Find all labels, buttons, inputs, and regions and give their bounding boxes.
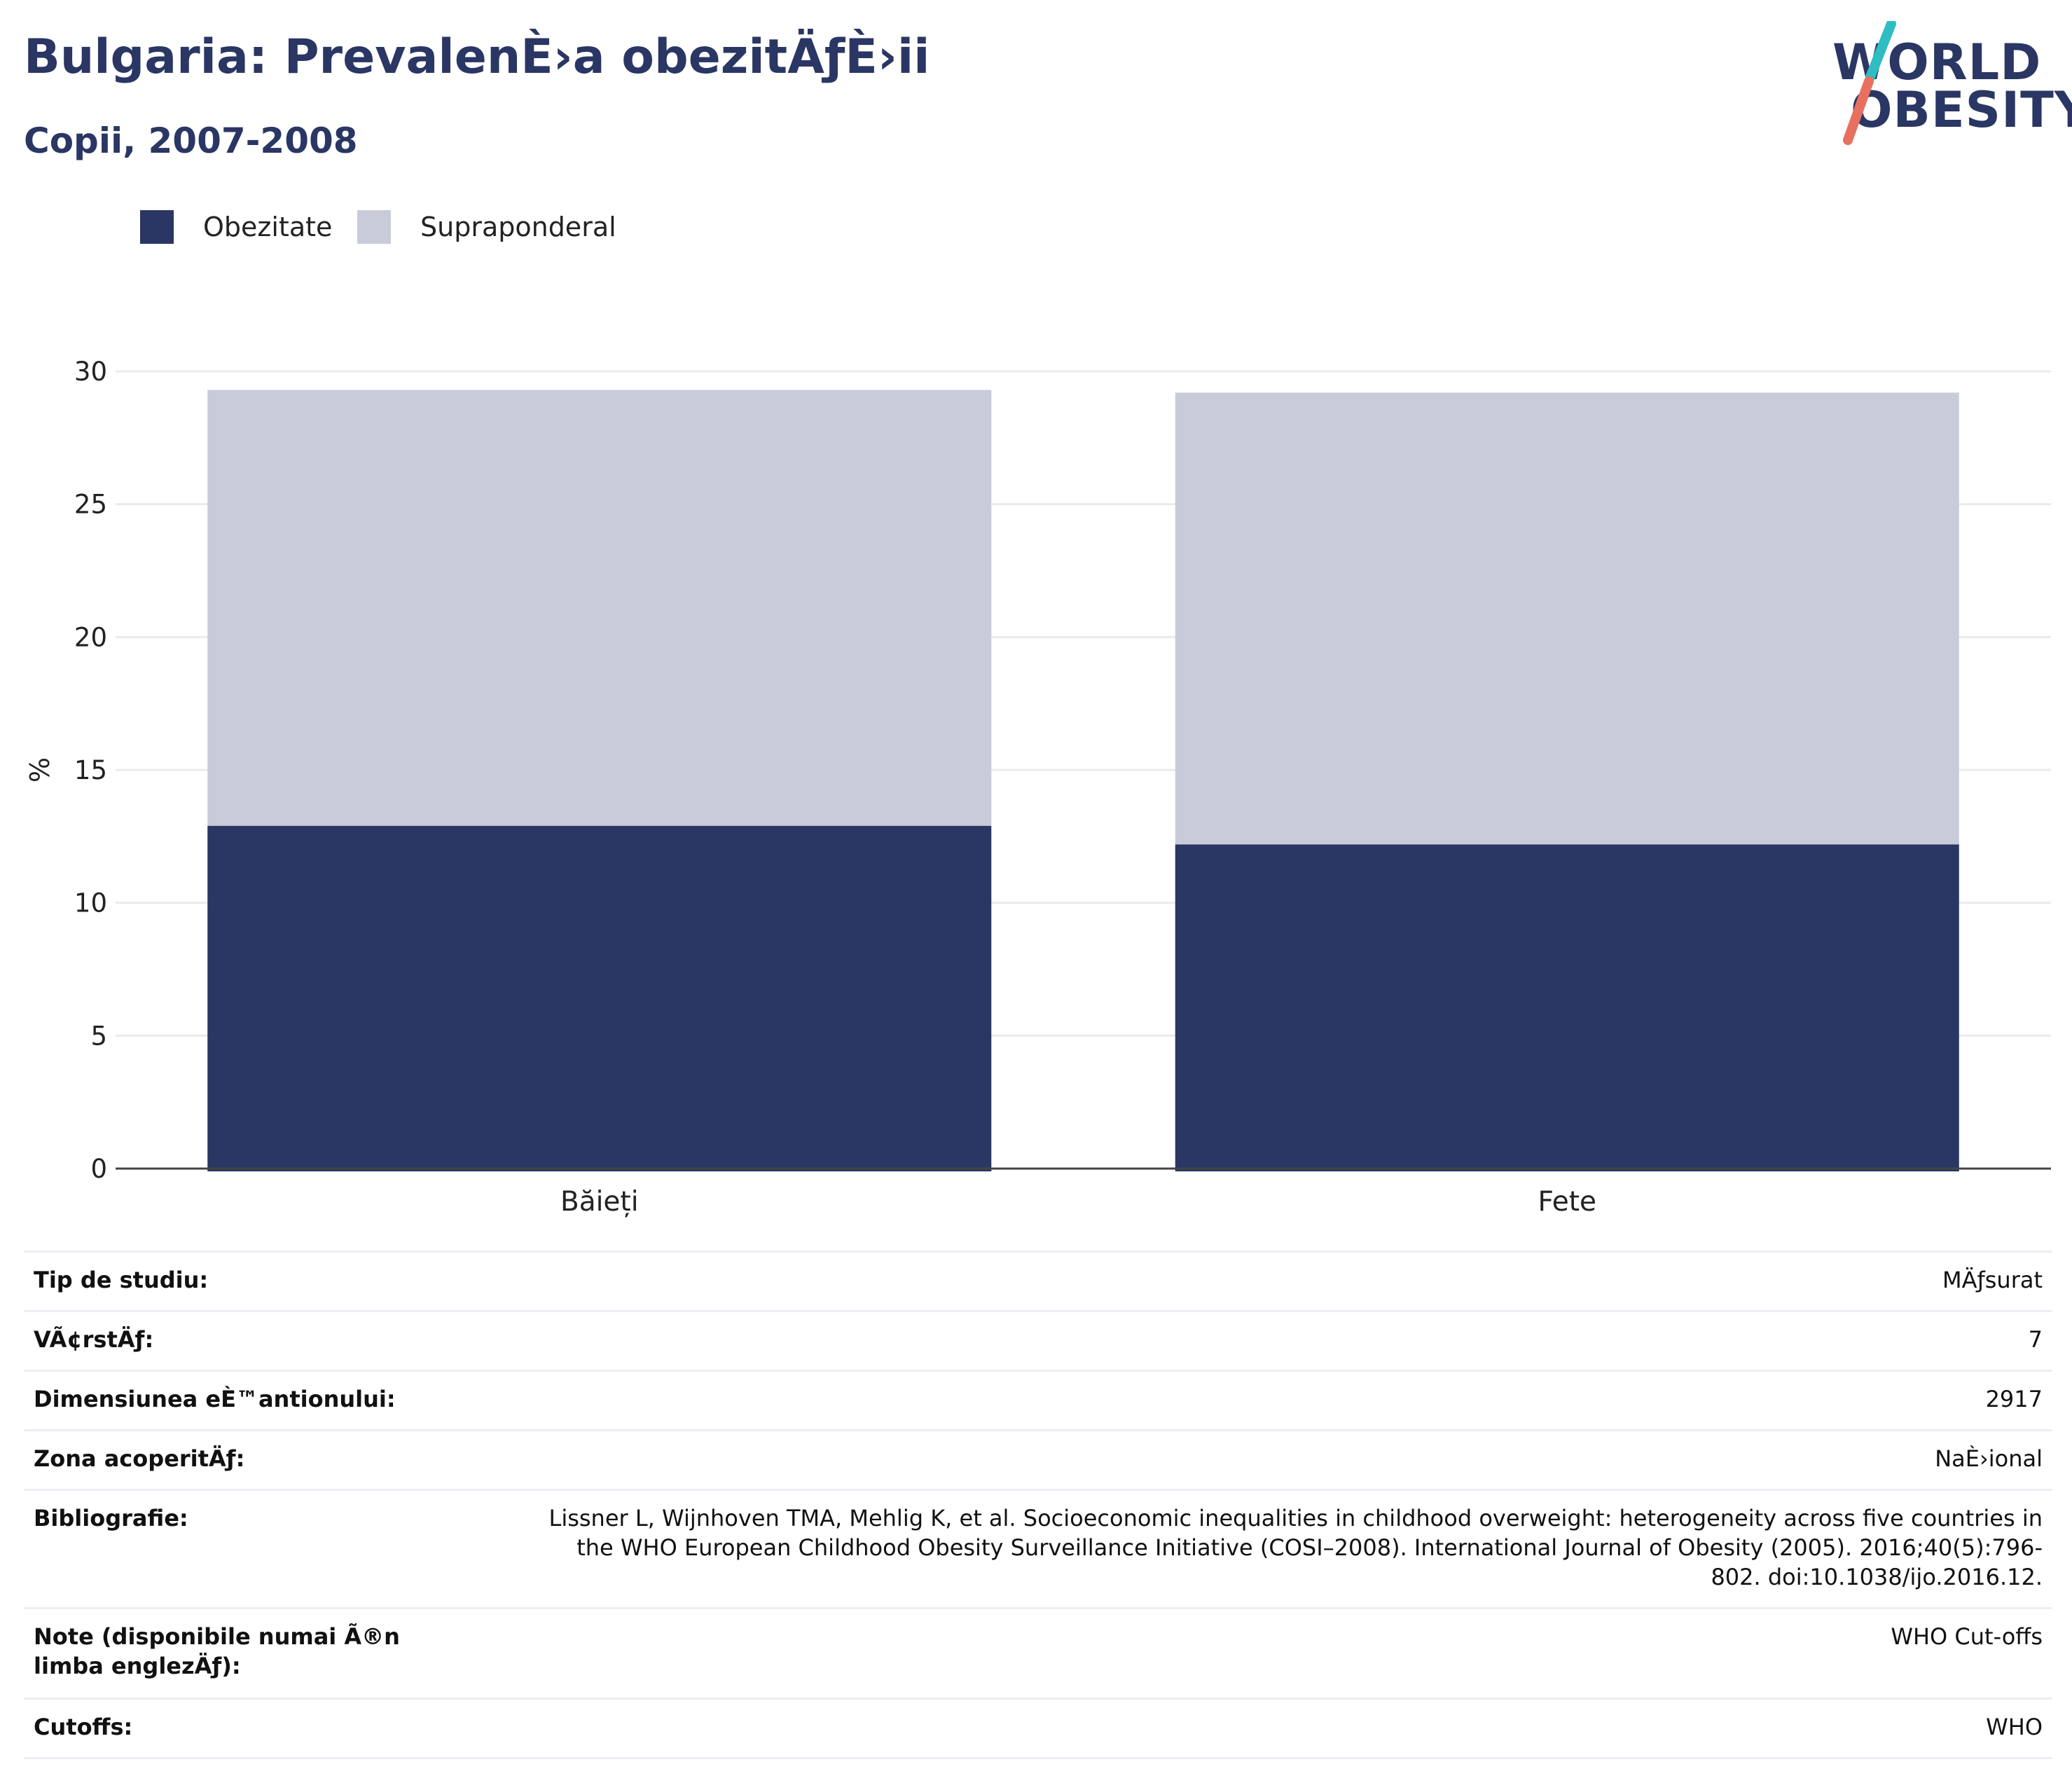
y-tick-label: 10 (74, 888, 107, 918)
x-tick-label: Băieți (560, 1186, 639, 1218)
info-value: 2917 (1985, 1386, 2043, 1412)
chart-subtitle: Copii, 2007-2008 (24, 121, 358, 161)
info-row: Cutoffs: WHO (24, 1698, 2052, 1759)
info-value: 7 (2028, 1326, 2043, 1353)
info-row: VÃ¢rstÄƒ: 7 (24, 1310, 2052, 1370)
x-tick-label: Fete (1538, 1186, 1596, 1218)
info-label: VÃ¢rstÄƒ: (34, 1326, 154, 1353)
info-value: Lissner L, Wijnhoven TMA, Mehlig K, et a… (548, 1505, 2043, 1590)
info-value: WHO (1986, 1714, 2043, 1740)
y-tick-label: 25 (74, 490, 107, 520)
info-row: Zona acoperitÄƒ: NaÈ›ional (24, 1429, 2052, 1489)
world-obesity-logo: WORLD OBESITY (1821, 21, 2072, 147)
info-value: WHO Cut-offs (1891, 1623, 2043, 1650)
info-label: Note (disponibile numai Ã®n limba englez… (34, 1623, 400, 1679)
logo-text-obesity: OBESITY (1851, 81, 2072, 139)
info-row: Tip de studiu: MÄƒsurat (24, 1251, 2052, 1310)
info-value: MÄƒsurat (1942, 1267, 2043, 1293)
y-tick-label: 15 (74, 755, 107, 785)
logo-slash-icon (1843, 21, 1896, 145)
bar-supraponderal-baieti (207, 390, 992, 826)
y-tick-label: 30 (74, 357, 107, 387)
y-tick-label: 20 (74, 622, 107, 652)
legend-swatch-supraponderal (357, 210, 391, 244)
info-label: Cutoffs: (34, 1714, 133, 1740)
y-axis-label: % (25, 757, 55, 783)
legend-label-supraponderal: Supraponderal (420, 212, 616, 242)
info-row: Note (disponibile numai Ã®n limba englez… (24, 1607, 2052, 1698)
bar-obezitate-fete (1175, 844, 1959, 1171)
info-row: Bibliografie: Lissner L, Wijnhoven TMA, M… (24, 1489, 2052, 1607)
bar-supraponderal-fete (1175, 392, 1959, 845)
info-row: Dimensiunea eÈ™antionului: 2917 (24, 1370, 2052, 1429)
legend-label-obezitate: Obezitate (203, 212, 333, 242)
y-tick-label: 0 (90, 1154, 107, 1184)
study-info-table: Tip de studiu: MÄƒsurat VÃ¢rstÄƒ: 7 Dimensiu… (24, 1251, 2052, 1759)
stacked-bar-chart: 0 5 10 15 20 25 30% Băieți Fete (25, 357, 2051, 1218)
info-label: Tip de studiu: (34, 1267, 209, 1293)
legend-swatch-obezitate (140, 210, 174, 244)
y-tick-label: 5 (90, 1021, 107, 1051)
bar-obezitate-baieti (207, 825, 992, 1171)
info-value: NaÈ›ional (1935, 1445, 2043, 1472)
chart-title: Bulgaria: PrevalenÈ›a obezitÄƒÈ›ii (24, 29, 930, 85)
info-label: Bibliografie: (34, 1505, 188, 1531)
info-label: Dimensiunea eÈ™antionului: (34, 1386, 396, 1412)
info-label: Zona acoperitÄƒ: (34, 1445, 245, 1472)
